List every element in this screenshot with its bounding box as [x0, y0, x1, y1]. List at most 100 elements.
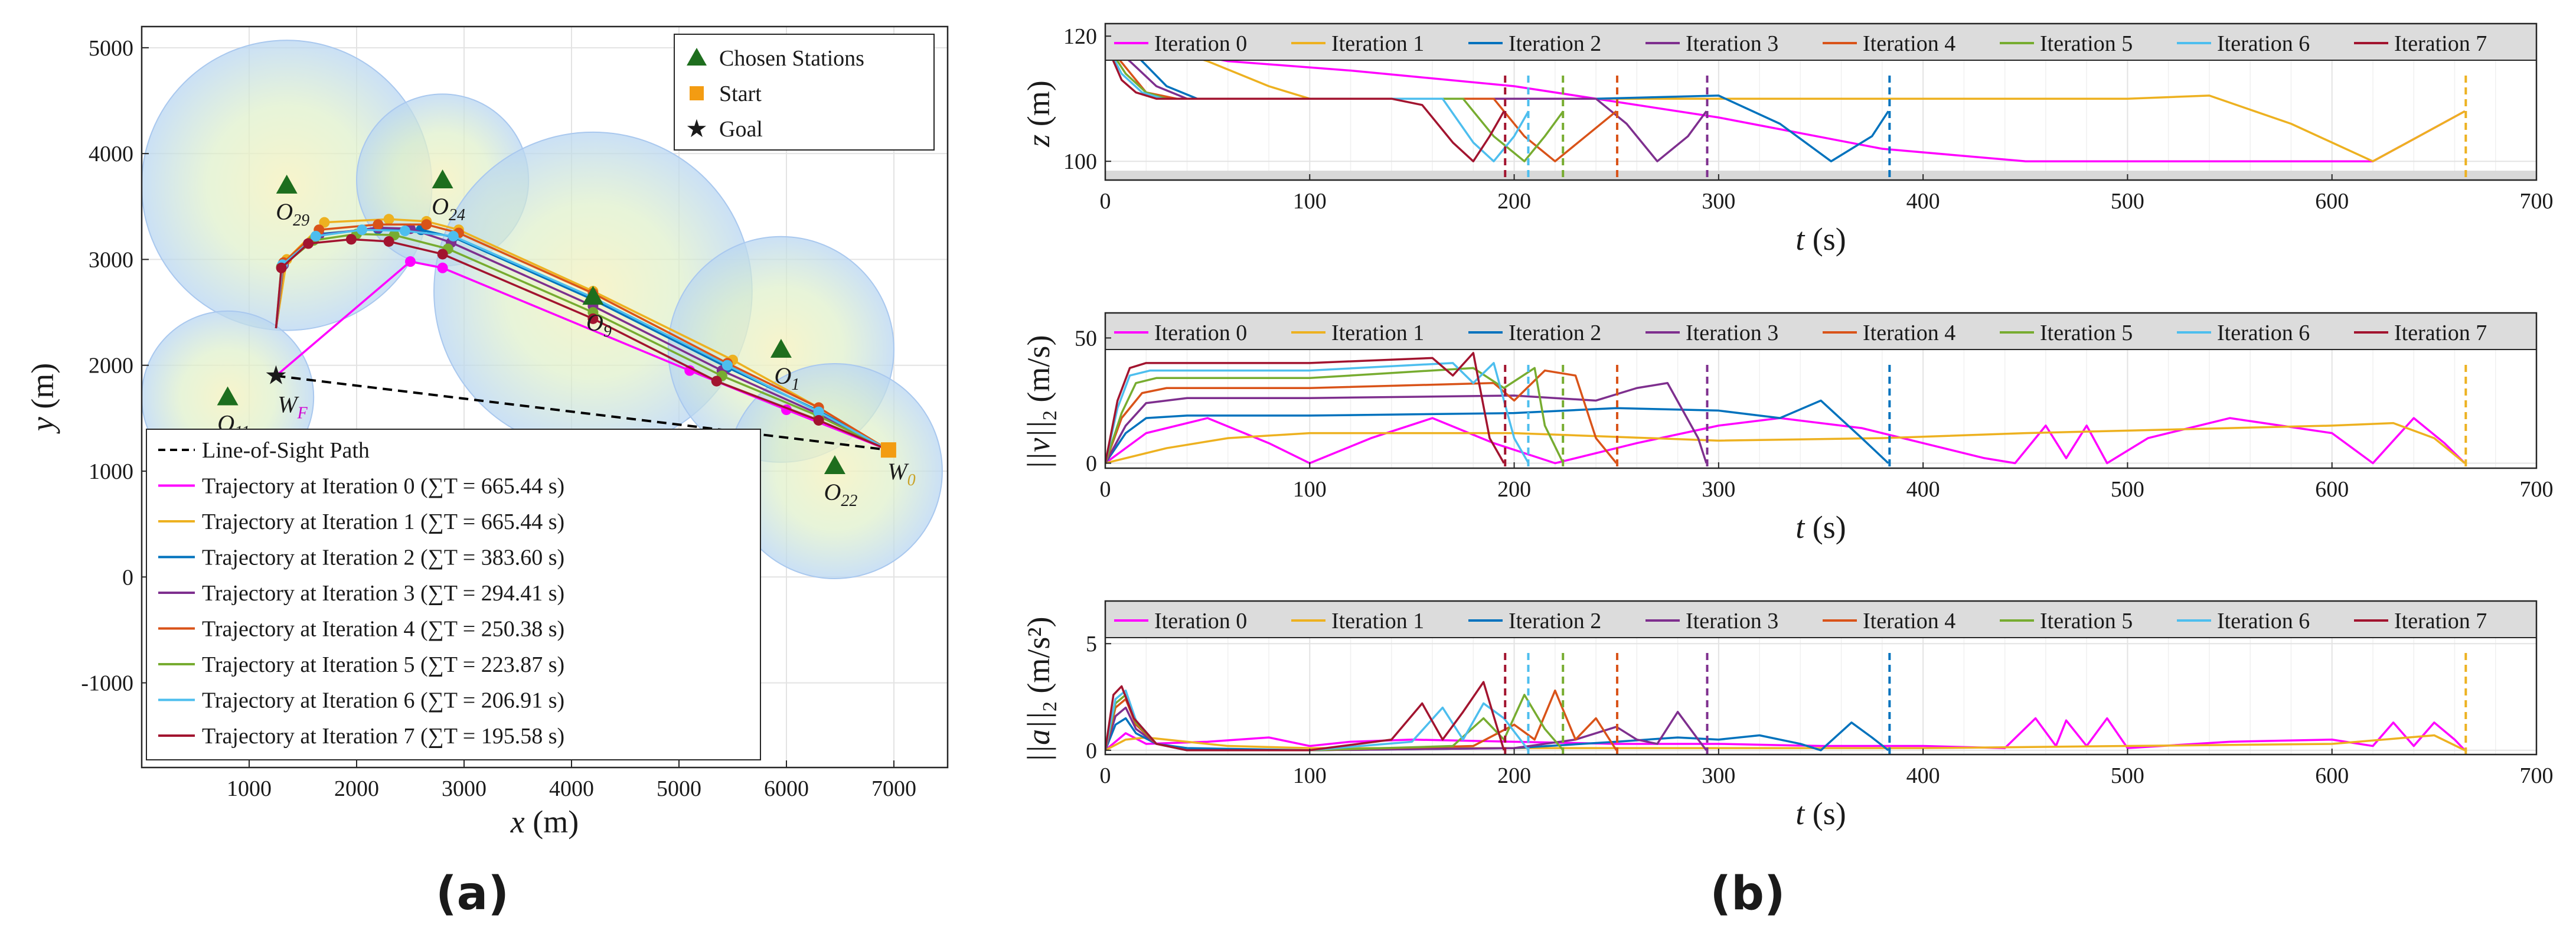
clipped-content: O29O24O9O1O22O11: [142, 40, 943, 579]
x-tick-label: 600: [2315, 763, 2349, 788]
waypoint-point: [399, 226, 410, 237]
y-axis-symbol: ||a||: [1021, 711, 1056, 762]
x-axis-unit: (s): [1804, 510, 1846, 545]
plot-frame: [1104, 312, 2538, 469]
station-label-subscript: 22: [841, 492, 857, 510]
series-legend-label: Iteration 1: [1331, 609, 1424, 633]
y-axis-unit: (m/s): [1021, 335, 1056, 411]
series-legend-label: Iteration 6: [2217, 31, 2310, 56]
waypoint-point: [319, 217, 330, 228]
x-tick-label: 500: [2111, 189, 2144, 214]
goal-marker: ★: [265, 361, 288, 390]
y-axis-symbol: z: [1021, 135, 1056, 148]
series-legend-label: Iteration 2: [1509, 321, 1601, 345]
series-iteration-4: [1105, 369, 1618, 464]
x-tick-label: 700: [2520, 477, 2554, 502]
series-legend-label: Iteration 6: [2217, 609, 2310, 633]
series-legend-label: Iteration 4: [1863, 31, 1955, 56]
series-iteration-7: [1105, 42, 1505, 162]
station-label-subscript: 9: [603, 322, 612, 341]
station-marker: [276, 174, 298, 194]
x-tick-label: 400: [1906, 189, 1940, 214]
x-axis-unit: (s): [1804, 221, 1846, 257]
y-tick-label: 120: [1063, 24, 1097, 49]
series-legend-label: Iteration 1: [1331, 31, 1424, 56]
x-axis-label: x (m): [510, 804, 579, 840]
x-axis-label: t (s): [1795, 796, 1846, 831]
waypoint-point: [437, 262, 448, 273]
waypoint-point: [587, 313, 599, 324]
waypoint-point: [721, 360, 733, 371]
waypoint-point: [813, 406, 824, 417]
series-legend-label: Iteration 0: [1154, 31, 1247, 56]
y-tick-label: 5: [1086, 632, 1097, 657]
station-marker: [824, 455, 845, 475]
x-tick-label: 500: [2111, 477, 2144, 502]
waypoint-point: [303, 238, 314, 249]
trajectory-legend-label: Trajectory at Iteration 7 (∑T = 195.58 s…: [202, 724, 564, 749]
series-iteration-6: [1105, 362, 1530, 464]
series-iteration-3: [1105, 706, 1707, 752]
series-legend-box: [1105, 312, 2537, 350]
series-legend-label: Iteration 0: [1154, 609, 1247, 633]
station-marker: [217, 386, 239, 406]
y-tick-label: 5000: [89, 36, 133, 61]
plot-frame: [1104, 22, 2538, 181]
waypoint-point: [345, 234, 357, 245]
start-label: W0: [887, 458, 915, 489]
series-legend-label: Iteration 3: [1686, 31, 1778, 56]
marker-legend-label: Goal: [719, 117, 763, 142]
trajectory-iteration-4: [275, 223, 889, 451]
x-tick-label: 300: [1702, 477, 1735, 502]
waypoint-point: [373, 219, 384, 230]
y-axis-unit: (m): [1021, 80, 1056, 134]
series-legend-label: Iteration 6: [2217, 321, 2310, 345]
series-legend: Iteration 0 Iteration 1 Iteration 2 Iterati…: [1105, 23, 2537, 61]
series-legend-label: Iteration 5: [2040, 31, 2133, 56]
trajectory-iteration-0: [275, 260, 889, 451]
series-iteration-7: [1105, 352, 1505, 464]
trajectory-legend: Line-of-Sight Path Trajectory at Iteratio…: [146, 429, 761, 760]
station-label: O22: [824, 479, 857, 510]
trajectory-legend-label: Trajectory at Iteration 5 (∑T = 223.87 s…: [202, 652, 564, 677]
series-legend-box: [1105, 23, 2537, 61]
waypoint-point: [711, 375, 722, 387]
trajectory-legend-box: [146, 429, 761, 760]
y-axis-label: ||a||2 (m/s²): [1021, 616, 1061, 762]
station-marker: [770, 338, 792, 358]
trajectory-legend-label: Line-of-Sight Path: [202, 438, 370, 463]
trajectory-legend-label: Trajectory at Iteration 3 (∑T = 294.41 s…: [202, 581, 564, 606]
series-iteration-3: [1105, 41, 1707, 162]
y-tick-label: 0: [1086, 452, 1097, 476]
waypoint-point: [357, 224, 368, 236]
station-marker: [432, 169, 453, 188]
x-tick-label: 700: [2520, 763, 2554, 788]
x-tick-label: 600: [2315, 189, 2349, 214]
x-tick-label: 400: [1906, 477, 1940, 502]
station-label-subscript: 1: [791, 375, 799, 394]
series-legend-label: Iteration 5: [2040, 321, 2133, 345]
station-label-subscript: 24: [449, 206, 465, 224]
panel-a-map: O29O24O9O1O22O11W0★WF1000200030004000500…: [25, 25, 949, 840]
waypoint-point: [383, 214, 394, 225]
series-iteration-0: [1105, 717, 2466, 752]
series-iteration-2: [1105, 399, 1889, 464]
x-tick-label: 200: [1497, 189, 1531, 214]
y-axis-label: z (m): [1021, 80, 1056, 147]
series-legend-label: Iteration 2: [1509, 31, 1601, 56]
y-axis-label: y (m): [25, 363, 60, 434]
y-axis-symbol: ||v||: [1021, 420, 1056, 469]
y-tick-label: 0: [122, 565, 133, 590]
x-tick-label: 5000: [657, 776, 701, 801]
y-tick-label: 4000: [89, 142, 133, 166]
waypoint-point: [448, 230, 459, 241]
x-tick-label: 600: [2315, 477, 2349, 502]
plot-frame: [141, 25, 949, 769]
station-marker: [582, 286, 604, 305]
legend-star-icon: ★: [685, 116, 708, 143]
x-tick-label: 700: [2520, 189, 2554, 214]
constraint-band: [1105, 171, 2536, 180]
station-label: O29: [276, 198, 309, 230]
x-tick-label: 200: [1497, 763, 1531, 788]
x-axis-unit: (m): [525, 804, 579, 840]
